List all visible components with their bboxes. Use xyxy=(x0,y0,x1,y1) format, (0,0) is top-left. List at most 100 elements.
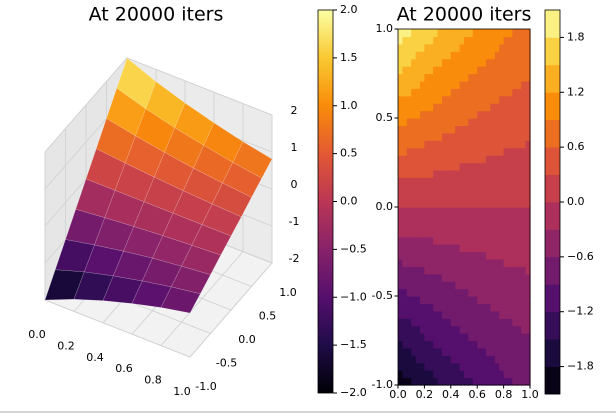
contour-cell xyxy=(512,125,518,134)
contour-cell xyxy=(424,244,430,253)
contour-cell xyxy=(499,36,505,45)
contour-cell xyxy=(424,355,430,364)
contour-cell xyxy=(406,132,412,141)
contour-cell xyxy=(406,296,412,305)
contour-cell xyxy=(481,88,487,97)
contour-cell xyxy=(459,362,465,371)
contour-cell xyxy=(477,29,483,38)
contour-cell xyxy=(516,199,522,208)
contour-cell xyxy=(525,80,531,89)
contour-cell xyxy=(402,221,408,230)
contour-cell xyxy=(521,318,527,327)
contour-cell xyxy=(459,207,465,216)
contour-cell xyxy=(406,125,412,134)
contour-cell xyxy=(398,36,403,45)
contour-cell xyxy=(455,147,461,156)
contour-cell xyxy=(464,147,469,156)
contour-cell xyxy=(508,296,513,305)
contour-cell xyxy=(525,251,531,260)
contour-cell xyxy=(459,162,465,171)
contour-cell xyxy=(402,58,408,67)
contour-cell xyxy=(503,273,509,282)
contour-cell xyxy=(459,184,465,193)
contour-cell xyxy=(455,362,461,371)
contour-cell xyxy=(464,125,469,134)
contour-cell xyxy=(450,281,456,290)
contour-cell xyxy=(424,147,430,156)
contour-cell xyxy=(472,244,478,253)
contour-cell xyxy=(420,236,425,245)
contour-cell xyxy=(521,333,527,342)
contour-cell xyxy=(464,318,469,327)
contour-cell xyxy=(490,147,496,156)
contour-cell xyxy=(450,118,456,127)
contour-cell xyxy=(508,140,513,149)
contour-cell xyxy=(486,347,491,356)
contour-cell xyxy=(428,118,434,127)
contour-cell xyxy=(420,340,425,349)
contour-cell xyxy=(494,258,500,267)
contour-cell xyxy=(428,147,434,156)
contour-cell xyxy=(446,355,452,364)
contour-cell xyxy=(521,310,527,319)
contour-cell xyxy=(420,162,425,171)
contour-cell xyxy=(486,229,491,238)
contour-cell xyxy=(424,221,430,230)
colorbar-band xyxy=(545,92,560,121)
contour-cell xyxy=(464,66,469,75)
contour-cell xyxy=(468,333,474,342)
contour-cell xyxy=(464,162,469,171)
contour-cell xyxy=(525,147,531,156)
contour-cell xyxy=(508,184,513,193)
contour-cell xyxy=(472,199,478,208)
contour-cell xyxy=(503,281,509,290)
contour-cell xyxy=(450,88,456,97)
contour-cell xyxy=(468,318,474,327)
contour-cell xyxy=(512,88,518,97)
contour-cell xyxy=(437,310,443,319)
contour-cell xyxy=(477,244,483,253)
contour-cell xyxy=(446,244,452,253)
contour-cell xyxy=(477,370,483,379)
contour-cell xyxy=(490,244,496,253)
contour-cell xyxy=(398,184,403,193)
contour-cell xyxy=(406,251,412,260)
contour-cell xyxy=(398,347,403,356)
contour-cell xyxy=(477,355,483,364)
contour-cell xyxy=(516,36,522,45)
contour-cell xyxy=(464,288,469,297)
contour-cell xyxy=(424,43,430,52)
contour-cell xyxy=(459,110,465,119)
contour-cell xyxy=(437,244,443,253)
contour-cell xyxy=(420,266,425,275)
contour-cell xyxy=(464,207,469,216)
contour-cell xyxy=(499,177,505,186)
contour-cell xyxy=(428,221,434,230)
contour-cell xyxy=(402,162,408,171)
contour-cell xyxy=(503,303,509,312)
contour-cell xyxy=(525,288,531,297)
contour-cell xyxy=(503,347,509,356)
contour-cell xyxy=(442,214,447,223)
x-tick-label: 0.4 xyxy=(442,388,460,401)
contour-cell xyxy=(411,132,417,141)
contour-cell xyxy=(512,318,518,327)
contour-cell xyxy=(486,118,491,127)
contour-cell xyxy=(464,29,469,38)
contour-cell xyxy=(503,251,509,260)
contour-cell xyxy=(472,125,478,134)
contour-cell xyxy=(446,88,452,97)
contour-cell xyxy=(455,95,461,104)
contour-cell xyxy=(468,281,474,290)
contour-cell xyxy=(411,184,417,193)
contour-cell xyxy=(411,66,417,75)
contour-cell xyxy=(402,103,408,112)
contour-cell xyxy=(516,273,522,282)
contour-cell xyxy=(481,73,487,82)
contour-cell xyxy=(437,221,443,230)
contour-cell xyxy=(415,43,421,52)
contour-cell xyxy=(415,95,421,104)
contour-cell xyxy=(464,355,469,364)
contour-cell xyxy=(411,207,417,216)
contour-cell xyxy=(468,51,474,60)
